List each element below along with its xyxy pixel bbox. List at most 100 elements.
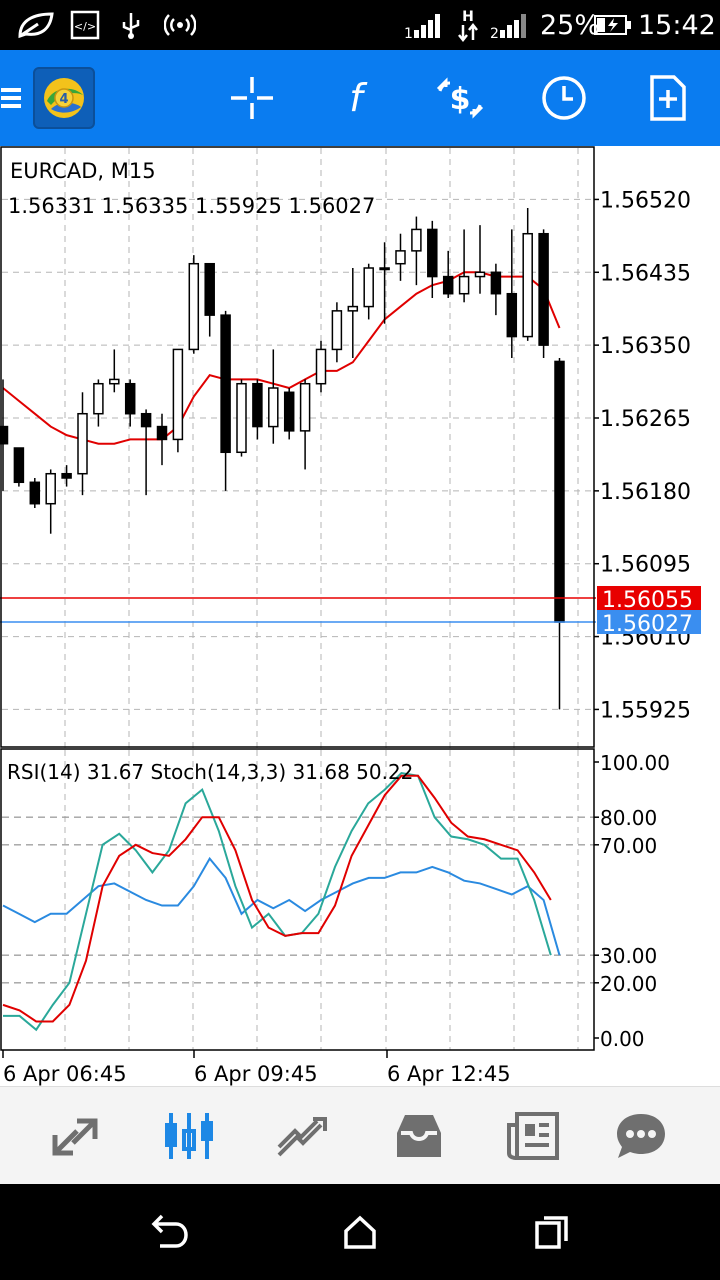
candle-body-bear xyxy=(220,314,231,454)
candle-body-bull xyxy=(347,305,359,312)
candle-body-bull xyxy=(522,232,533,338)
oscillator-scale-label: 100.00 xyxy=(600,751,670,775)
home-icon[interactable] xyxy=(300,1184,420,1280)
candle xyxy=(442,250,454,298)
chart-grid xyxy=(2,148,594,1050)
candle xyxy=(347,268,359,358)
wifi-hotspot-icon xyxy=(164,0,196,50)
time-axis-label: 6 Apr 12:45 xyxy=(387,1062,511,1086)
chart-labels: EURCAD, M15 1.56331 1.56335 1.55925 1.56… xyxy=(7,159,413,784)
candle-body-bear xyxy=(61,472,72,479)
news-icon[interactable] xyxy=(478,1087,588,1185)
candle-body-bear xyxy=(427,228,438,278)
data-hspa-icon: H xyxy=(456,0,480,50)
candle xyxy=(45,469,56,534)
candle-body-bull xyxy=(331,310,343,351)
ohlc-values: 1.56331 1.56335 1.55925 1.56027 xyxy=(8,194,375,218)
signal-2-icon: 2 xyxy=(490,0,534,50)
candle-body-bull xyxy=(299,382,311,432)
oscillator-scale-label: 30.00 xyxy=(600,944,657,968)
chart-area[interactable]: 1.56520 1.56435 1.56350 1.56265 1.56180 1.560… xyxy=(0,146,720,1086)
stoch-main-line xyxy=(3,771,552,1032)
svg-text:f: f xyxy=(349,76,368,120)
candle xyxy=(522,208,533,341)
candle xyxy=(538,229,549,358)
candle xyxy=(506,229,518,358)
oscillator-scale-label: 20.00 xyxy=(600,972,657,996)
candle xyxy=(490,263,502,316)
history-icon[interactable] xyxy=(364,1087,474,1185)
candle-body-bear xyxy=(283,391,295,432)
price-scale-label: 1.55925 xyxy=(600,698,691,723)
oscillator-scale-label: 0.00 xyxy=(600,1027,645,1051)
bid-price-tag xyxy=(597,610,701,634)
battery-charging-icon xyxy=(594,0,632,50)
time-axis-label: 6 Apr 06:45 xyxy=(3,1062,127,1086)
candle xyxy=(29,478,41,508)
price-scale-label: 1.56265 xyxy=(600,407,691,432)
indicators-icon[interactable]: f xyxy=(326,50,386,146)
chart-icon[interactable] xyxy=(134,1087,244,1185)
candle-body-bull xyxy=(315,348,327,385)
crosshair-icon[interactable] xyxy=(222,50,282,146)
candle xyxy=(299,379,311,470)
candle-body-bull xyxy=(188,262,200,351)
candle xyxy=(188,255,200,354)
candle-body-bear xyxy=(0,425,9,445)
candle-body-bull xyxy=(172,348,184,441)
candle xyxy=(315,340,327,393)
price-scale-label: 1.56520 xyxy=(600,188,691,213)
ask-price-tag xyxy=(597,586,701,610)
candle xyxy=(458,229,470,303)
candle-body-bear xyxy=(490,271,502,295)
oscillator-lines xyxy=(2,771,561,1032)
candle-body-bear xyxy=(29,481,41,505)
chart-frame xyxy=(0,146,596,1051)
candle-body-bull xyxy=(379,267,390,271)
main-frame xyxy=(0,146,595,748)
status-bar: </> 1 H 2 25% 15:42 xyxy=(0,0,720,50)
candle xyxy=(204,262,215,337)
timeframe-clock-icon[interactable] xyxy=(532,50,596,146)
quotes-icon[interactable] xyxy=(20,1087,130,1185)
chat-icon[interactable] xyxy=(586,1087,696,1185)
candle xyxy=(220,310,231,491)
recents-icon[interactable] xyxy=(492,1184,612,1280)
candle-body-bear xyxy=(506,292,518,338)
candle xyxy=(268,349,279,444)
oscillator-frame xyxy=(0,748,595,1051)
usb-icon xyxy=(116,0,146,50)
candle xyxy=(427,220,438,298)
candle xyxy=(331,302,343,363)
price-scale: 1.56520 1.56435 1.56350 1.56265 1.56180 1.560… xyxy=(594,188,701,1051)
chart-canvas[interactable]: 1.56520 1.56435 1.56350 1.56265 1.56180 1.560… xyxy=(0,146,720,1086)
candle xyxy=(124,379,136,427)
oscillator-scale-label: 80.00 xyxy=(600,806,657,830)
moving-average xyxy=(2,271,561,445)
signal-1-icon: 1 xyxy=(404,0,446,50)
candle-body-bull xyxy=(395,250,406,265)
ma-line xyxy=(2,271,561,445)
objects-icon[interactable]: $ xyxy=(428,50,492,146)
back-icon[interactable] xyxy=(108,1184,228,1280)
svg-text:1: 1 xyxy=(404,26,413,40)
candle-body-bull xyxy=(458,275,470,295)
svg-text:$: $ xyxy=(450,82,471,117)
stoch-signal-line xyxy=(2,774,552,1023)
candle-body-bull xyxy=(268,387,279,428)
trade-icon[interactable] xyxy=(248,1087,358,1185)
candle-body-bear xyxy=(252,382,263,428)
time-axis: 6 Apr 06:45 6 Apr 09:45 6 Apr 12:45 xyxy=(2,1050,511,1086)
price-scale-label: 1.56180 xyxy=(600,480,691,505)
clock-time: 15:42 xyxy=(638,9,716,41)
metatrader-logo[interactable]: 4 xyxy=(32,50,96,146)
candle xyxy=(395,233,406,281)
svg-text:H: H xyxy=(462,9,474,25)
new-order-icon[interactable] xyxy=(636,50,700,146)
candle xyxy=(93,379,104,427)
candle xyxy=(554,358,565,710)
price-scale-label: 1.56435 xyxy=(600,261,691,286)
menu-icon[interactable] xyxy=(0,50,24,146)
candle-body-bull xyxy=(363,267,374,308)
code-icon: </> xyxy=(70,0,100,50)
